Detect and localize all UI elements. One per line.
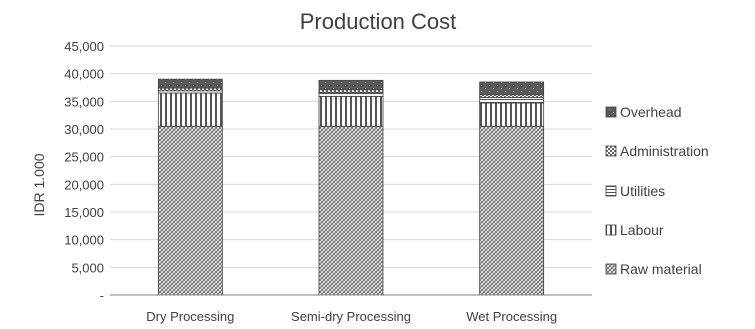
bar-labour-semi-dry-processing (318, 95, 384, 127)
y-axis-label: IDR 1.000 (31, 153, 47, 216)
y-tick-label: 35,000 (64, 94, 104, 109)
bar-utilities-semi-dry-processing (318, 92, 384, 97)
bar-overhead-wet-processing (479, 81, 545, 96)
bar-administration-dry-processing (157, 87, 223, 92)
legend-label-administration: Administration (620, 143, 709, 159)
y-tick-label: 30,000 (64, 122, 104, 137)
legend-swatch-overhead (605, 106, 617, 118)
bar-raw-material-dry-processing (157, 125, 223, 296)
legend-swatch-labour (605, 224, 617, 236)
bar-overhead-semi-dry-processing (318, 79, 384, 91)
x-category-label: Wet Processing (466, 309, 557, 324)
legend-swatch-utilities (605, 185, 617, 197)
legend-swatch-administration (605, 145, 617, 157)
x-category-label: Semi-dry Processing (291, 309, 411, 324)
bar-overhead-dry-processing (157, 78, 223, 89)
bars (157, 78, 545, 296)
bar-administration-wet-processing (479, 94, 545, 98)
y-tick-label: 5,000 (71, 260, 104, 275)
legend-swatch-raw-material (605, 263, 617, 275)
y-tick-label: 15,000 (64, 205, 104, 220)
bar-labour-wet-processing (479, 102, 545, 127)
y-tick-label: 20,000 (64, 177, 104, 192)
bar-administration-semi-dry-processing (318, 89, 384, 93)
x-axis-categories: Dry Processing Semi-dry Processing Wet Pro… (146, 309, 557, 324)
legend: Overhead Administration Utilities Labour Raw… (605, 104, 709, 277)
y-axis-ticks: - 5,000 10,000 15,000 20,000 25,000 30,000 35,0… (64, 39, 104, 303)
y-tick-label: 40,000 (64, 67, 104, 82)
legend-label-utilities: Utilities (620, 183, 665, 199)
bar-utilities-wet-processing (479, 97, 545, 104)
legend-label-raw-material: Raw material (620, 261, 702, 277)
legend-label-labour: Labour (620, 222, 664, 238)
x-category-label: Dry Processing (146, 309, 234, 324)
chart-title: Production Cost (300, 9, 457, 34)
y-tick-label: 10,000 (64, 233, 104, 248)
bar-raw-material-wet-processing (479, 125, 545, 296)
y-tick-label: 25,000 (64, 150, 104, 165)
y-tick-label: 45,000 (64, 39, 104, 54)
bar-raw-material-semi-dry-processing (318, 125, 384, 296)
bar-labour-dry-processing (157, 92, 223, 127)
legend-label-overhead: Overhead (620, 104, 681, 120)
y-tick-label: - (100, 288, 104, 303)
